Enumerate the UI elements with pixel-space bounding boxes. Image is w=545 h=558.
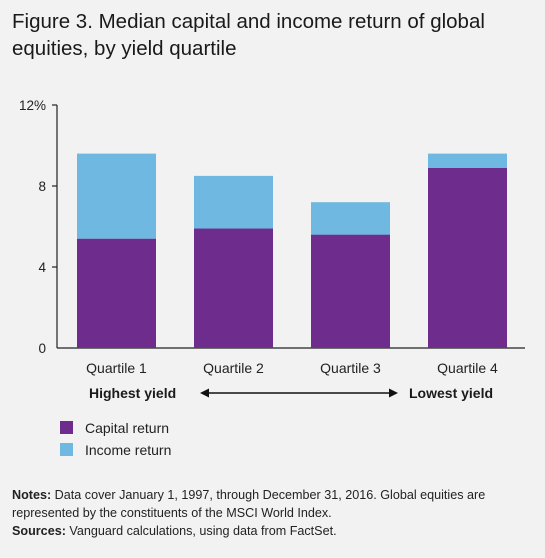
x-tick-label: Quartile 1: [86, 360, 147, 376]
notes-label: Notes:: [12, 488, 52, 502]
legend-label: Capital return: [85, 420, 169, 436]
y-tick-label: 4: [38, 260, 46, 275]
sources-text: Vanguard calculations, using data from F…: [65, 524, 337, 538]
chart-legend: Capital return Income return: [60, 420, 171, 458]
x-tick-label: Quartile 4: [437, 360, 498, 376]
figure-title: Figure 3. Median capital and income retu…: [12, 10, 485, 60]
notes-line: Notes: Data cover January 1, 1997, throu…: [12, 486, 537, 522]
x-tick-labels: Quartile 1 Quartile 2 Quartile 3 Quartile 4: [86, 360, 498, 376]
lowest-yield-label: Lowest yield: [409, 385, 493, 401]
yield-arrow-left-head: [200, 388, 209, 398]
sources-line: Sources: Vanguard calculations, using da…: [12, 522, 537, 540]
x-tick-label: Quartile 3: [320, 360, 381, 376]
legend-label: Income return: [85, 442, 171, 458]
bar-capital-return: [77, 238, 156, 348]
bar-capital-return: [194, 228, 273, 348]
bar-income-return: [194, 175, 273, 229]
x-tick-label: Quartile 2: [203, 360, 264, 376]
chart-bars: [77, 153, 507, 348]
bar-income-return: [77, 153, 156, 239]
y-tick-label: 8: [38, 179, 46, 194]
y-tick-label: 0: [38, 341, 46, 356]
bar-capital-return: [428, 167, 507, 348]
bar-capital-return: [311, 234, 390, 348]
y-tick-label: 12%: [19, 98, 46, 113]
bar-income-return: [428, 153, 507, 168]
sources-label: Sources:: [12, 524, 66, 538]
legend-swatch: [60, 443, 73, 456]
y-tick-labels: 0 4 8 12%: [19, 98, 47, 356]
highest-yield-label: Highest yield: [89, 385, 176, 401]
stacked-bar-chart: Quartile 1 Quartile 2 Quartile 3 Quartile 4…: [19, 98, 525, 458]
bar-income-return: [311, 202, 390, 235]
notes-block: Notes: Data cover January 1, 1997, throu…: [12, 486, 537, 540]
yield-arrow-right-head: [389, 388, 398, 398]
notes-text: Data cover January 1, 1997, through Dece…: [12, 488, 486, 520]
yield-direction: Highest yield Lowest yield: [89, 385, 493, 401]
legend-swatch: [60, 421, 73, 434]
